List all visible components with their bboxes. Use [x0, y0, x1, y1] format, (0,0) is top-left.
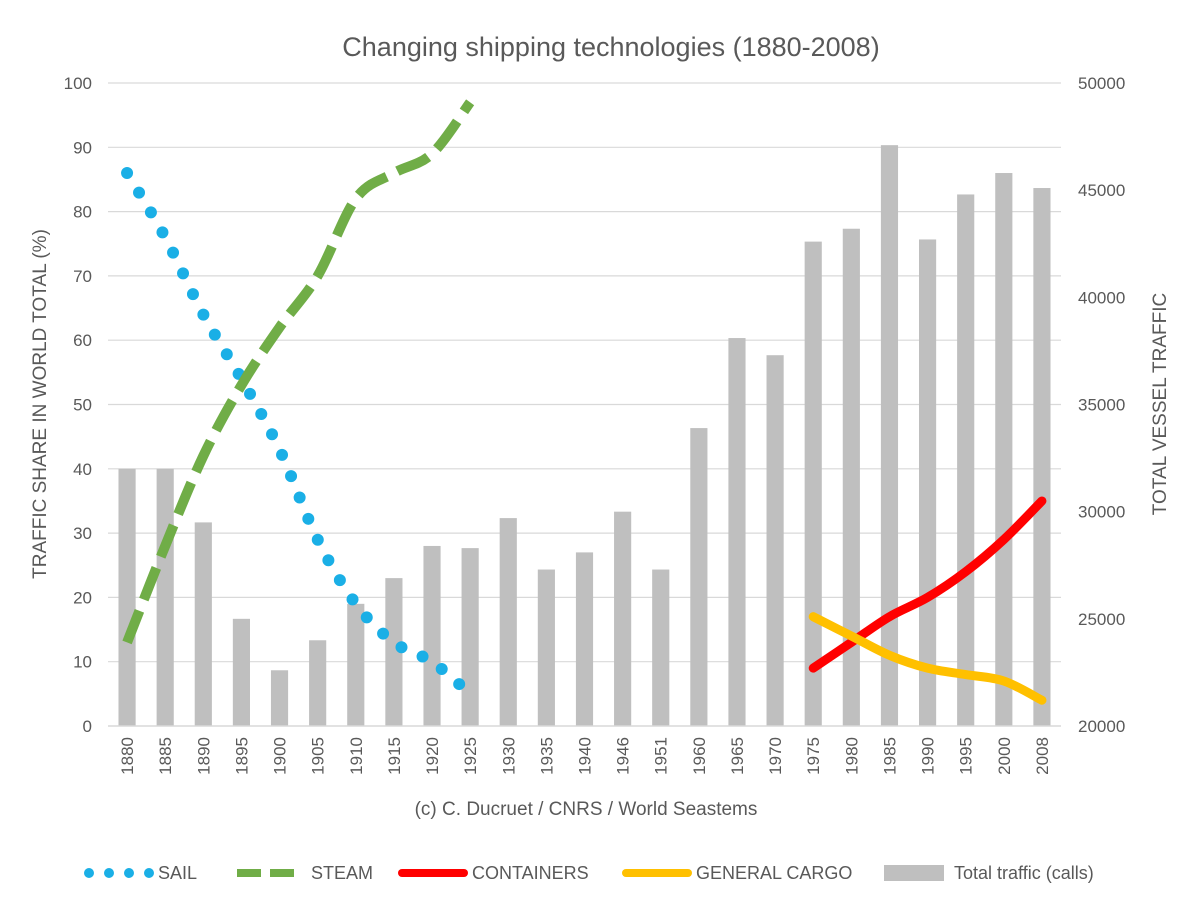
bar [270, 670, 289, 726]
x-tick-label: 1910 [347, 737, 366, 775]
bar [385, 578, 403, 726]
x-tick-label: 1946 [614, 737, 633, 775]
x-tick-label: 2000 [995, 737, 1014, 775]
line-series [121, 99, 1047, 705]
legend-item-containers: CONTAINERS [398, 863, 589, 883]
legend-item-sail: SAIL [84, 863, 197, 883]
x-tick-label: 2008 [1033, 737, 1052, 775]
legend-item-total-traffic-calls: Total traffic (calls) [884, 863, 1094, 883]
y2-tick-label: 50000 [1078, 74, 1125, 93]
bar [804, 241, 822, 726]
y2-tick-label: 35000 [1078, 396, 1125, 415]
y-tick-label: 50 [73, 396, 92, 415]
x-tick-label: 1880 [118, 737, 137, 775]
x-tick-label: 1895 [232, 737, 251, 775]
x-tick-label: 1890 [194, 737, 213, 775]
legend: SAIL STEAM CONTAINERS GENERAL CARGO Total tr… [84, 863, 1094, 883]
x-tick-label: 1930 [499, 737, 518, 775]
bar-series [118, 145, 1051, 727]
legend-item-general-cargo: GENERAL CARGO [622, 863, 852, 883]
bar [423, 545, 441, 726]
chart-title: Changing shipping technologies (1880-200… [342, 32, 879, 62]
series-line-general-cargo [808, 612, 1047, 705]
bar [880, 145, 899, 726]
bar [118, 468, 136, 726]
bar [995, 173, 1013, 726]
x-axis-ticks: 1880 1885 1890 1895 1900 1905 1910 1915 1920 1925… [118, 737, 1052, 775]
bar [537, 569, 555, 726]
y-tick-label: 60 [73, 331, 92, 350]
x-tick-label: 1985 [880, 737, 899, 775]
x-tick-label: 1970 [766, 737, 785, 775]
y-tick-label: 30 [73, 524, 92, 543]
y-tick-label: 100 [64, 74, 92, 93]
bar [690, 428, 708, 726]
y-tick-label: 10 [73, 653, 92, 672]
y2-tick-label: 25000 [1078, 610, 1125, 629]
x-tick-label: 1940 [576, 737, 595, 775]
bar [347, 603, 365, 726]
bar [957, 194, 975, 726]
right-axis-ticks: 20000 25000 30000 35000 40000 45000 50000 [1078, 74, 1125, 736]
x-tick-label: 1935 [537, 737, 556, 775]
legend-label: CONTAINERS [472, 863, 589, 883]
bar [919, 239, 937, 727]
x-tick-label: 1920 [423, 737, 442, 775]
y2-tick-label: 45000 [1078, 181, 1125, 200]
y-tick-label: 90 [73, 138, 92, 157]
x-tick-label: 1960 [690, 737, 709, 775]
y2-tick-label: 20000 [1078, 717, 1125, 736]
series-line-sail [121, 167, 477, 700]
y-tick-label: 40 [73, 460, 92, 479]
bar [614, 511, 632, 726]
x-tick-label: 1925 [461, 737, 480, 775]
bar [766, 355, 784, 726]
x-tick-label: 1951 [652, 737, 671, 775]
series-line-containers [808, 496, 1047, 673]
x-tick-label: 1965 [728, 737, 747, 775]
x-tick-label: 1915 [385, 737, 404, 775]
bar [194, 522, 212, 726]
x-tick-label: 1995 [957, 737, 976, 775]
bar [1033, 188, 1051, 727]
legend-label: GENERAL CARGO [696, 863, 852, 883]
bar [156, 468, 174, 726]
x-tick-label: 1980 [842, 737, 861, 775]
y-axis-title: TRAFFIC SHARE IN WORLD TOTAL (%) [30, 229, 51, 579]
x-tick-label: 1975 [804, 737, 823, 775]
bar [232, 618, 250, 726]
y-tick-label: 20 [73, 588, 92, 607]
legend-label: STEAM [311, 863, 373, 883]
bar [461, 548, 479, 726]
y-tick-label: 80 [73, 203, 92, 222]
bar [728, 338, 746, 726]
y2-tick-label: 40000 [1078, 288, 1125, 307]
bar [575, 552, 594, 726]
bar [652, 569, 670, 726]
legend-label: Total traffic (calls) [954, 863, 1094, 883]
bar [309, 640, 327, 726]
bar [499, 518, 517, 726]
x-tick-label: 1900 [271, 737, 290, 775]
y-tick-label: 70 [73, 267, 92, 286]
x-tick-label: 1990 [919, 737, 938, 775]
legend-item-steam: STEAM [237, 863, 373, 883]
legend-swatch [884, 865, 944, 881]
x-axis-title: (c) C. Ducruet / CNRS / World Seastems [415, 799, 758, 820]
y2-tick-label: 30000 [1078, 503, 1125, 522]
left-axis-ticks: 0 10 20 30 40 50 60 70 80 90 100 [64, 74, 92, 736]
y-tick-label: 0 [83, 717, 92, 736]
legend-label: SAIL [158, 863, 197, 883]
y2-axis-title: TOTAL VESSEL TRAFFIC [1150, 293, 1171, 515]
bar [842, 228, 860, 726]
x-tick-label: 1905 [309, 737, 328, 775]
x-tick-label: 1885 [156, 737, 175, 775]
series-line-steam [122, 99, 475, 645]
